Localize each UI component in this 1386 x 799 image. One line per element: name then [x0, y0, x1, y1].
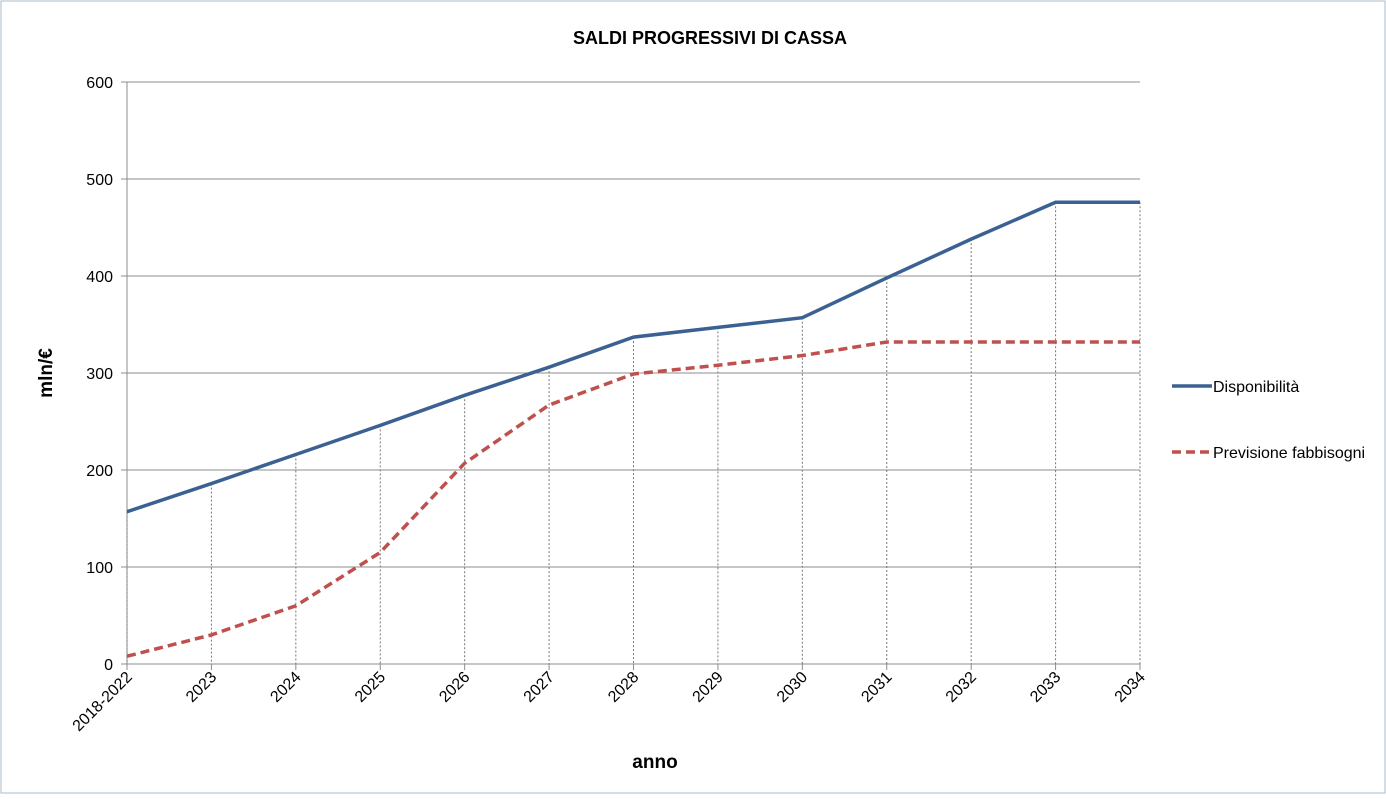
chart-title: SALDI PROGRESSIVI DI CASSA	[573, 28, 847, 48]
y-tick-label: 0	[104, 657, 113, 674]
x-axis-label: anno	[632, 752, 677, 773]
y-tick-label: 400	[86, 269, 113, 286]
y-tick-label: 200	[86, 463, 113, 480]
legend-label: Previsione fabbisogni	[1213, 445, 1365, 462]
y-tick-label: 500	[86, 172, 113, 189]
y-tick-label: 600	[86, 75, 113, 92]
line-series	[126, 200, 1140, 514]
legend-label: Disponibilità	[1213, 379, 1299, 396]
line-series	[126, 340, 1140, 658]
y-axis-label: mln/€	[36, 348, 57, 398]
y-tick-label: 300	[86, 366, 113, 383]
y-tick-label: 100	[86, 560, 113, 577]
